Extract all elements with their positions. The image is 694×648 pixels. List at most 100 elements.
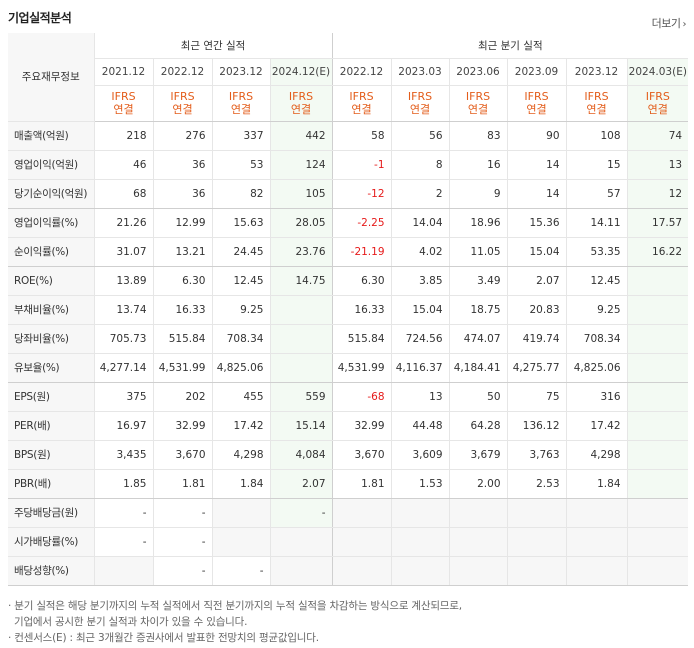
period-header: 2022.12 [152,58,212,86]
table-cell: 15.04 [506,237,567,267]
table-cell: 316 [565,382,628,412]
period-header: 2023.12 [211,58,270,86]
table-row: 유보율(%) 4,277.14 4,531.99 4,825.06 4,531.99 4,… [8,353,689,383]
table-cell [269,295,333,325]
table-cell [626,353,689,383]
table-cell: 442 [269,121,333,151]
row-label: 당기순이익(억원) [8,179,94,209]
table-cell: 18.75 [448,295,508,325]
table-cell: 13 [626,150,689,180]
table-cell: -68 [331,382,392,412]
row-label: 순이익률(%) [8,237,94,267]
consolidated-label: 연결 [647,103,668,116]
note-3: · 컨센서스(E) : 최근 3개월간 증권사에서 발표한 전망치의 평균값입니… [8,632,319,644]
table-cell: 4,184.41 [448,353,508,383]
more-label: 더보기 [651,17,681,30]
table-cell: 18.96 [448,208,508,238]
notes: · 분기 실적은 해당 분기까지의 누적 실적에서 직전 분기까지의 누적 실적… [8,598,462,646]
table-cell [565,556,628,586]
period-header: 2023.03 [390,58,450,86]
table-cell: 559 [269,382,333,412]
table-cell: 4,531.99 [152,353,212,383]
table-row: BPS(원) 3,435 3,670 4,298 4,084 3,670 3,609 3,67… [8,440,689,470]
table-cell: 28.05 [269,208,333,238]
consolidated-label: 연결 [351,103,372,116]
table-cell: 4,116.37 [390,353,450,383]
table-cell: 58 [331,121,392,151]
table-cell: 202 [152,382,212,412]
table-cell [506,498,567,528]
table-cell: 4,531.99 [331,353,392,383]
ifrs-consolidated-header: IFRS 연결 [331,85,392,122]
table-cell: 375 [93,382,153,412]
period-header: 2024.12(E) [269,58,333,86]
table-cell: -21.19 [331,237,392,267]
table-cell [331,556,392,586]
table-cell: 13.74 [93,295,153,325]
table-cell [269,324,333,354]
table-row: 시가배당률(%) - - [8,527,689,557]
table-cell: 4,084 [269,440,333,470]
table-cell: 9.25 [211,295,270,325]
consolidated-label: 연결 [290,103,312,116]
table-cell: 2.00 [448,469,508,499]
table-row: PER(배) 16.97 32.99 17.42 15.14 32.99 44.48 64.2… [8,411,689,441]
table-cell: 16 [448,150,508,180]
row-label: 유보율(%) [8,353,94,383]
table-cell: 17.42 [211,411,270,441]
ifrs-consolidated-header: IFRS 연결 [448,85,508,122]
table-cell: 124 [269,150,333,180]
period-header: 2023.09 [506,58,567,86]
table-cell: 36 [152,150,212,180]
table-cell: - [211,556,270,586]
financial-table: 주요재무정보 최근 연간 실적 최근 분기 실적 2021.12 2022.12 2… [8,33,689,586]
ifrs-consolidated-header: IFRS 연결 [390,85,450,122]
ifrs-label: IFRS [407,90,433,103]
table-cell: - [152,498,212,528]
table-cell: 3,763 [506,440,567,470]
consolidated-label: 연결 [409,103,431,116]
period-header: 2021.12 [93,58,153,86]
table-cell: 44.48 [390,411,450,441]
table-cell [626,411,689,441]
table-cell [269,556,333,586]
table-cell: 36 [152,179,212,209]
table-cell [626,382,689,412]
table-cell: 16.97 [93,411,153,441]
row-label: EPS(원) [8,382,94,412]
table-cell [269,527,333,557]
table-row: 매출액(억원) 218 276 337 442 58 56 83 90 108 74 [8,121,689,151]
group-annual: 최근 연간 실적 [93,33,333,59]
row-label: 영업이익(억원) [8,150,94,180]
ifrs-consolidated-header: IFRS 연결 [506,85,567,122]
table-cell [506,527,567,557]
table-cell: 474.07 [448,324,508,354]
table-cell: 419.74 [506,324,567,354]
table-cell [565,498,628,528]
ifrs-label: IFRS [524,90,549,103]
table-cell [390,556,450,586]
table-row: 배당성향(%) - - [8,556,689,586]
ifrs-label: IFRS [111,90,136,103]
table-cell: 276 [152,121,212,151]
table-cell: 3,679 [448,440,508,470]
ifrs-consolidated-header: IFRS 연결 [626,85,689,122]
table-cell: 31.07 [93,237,153,267]
table-cell: 20.83 [506,295,567,325]
table-cell [448,527,508,557]
table-cell: 3,670 [331,440,392,470]
consolidated-label: 연결 [467,103,489,116]
period-header: 2024.03(E) [626,58,689,86]
table-cell [626,556,689,586]
consolidated-label: 연결 [586,103,607,116]
table-cell [390,498,450,528]
table-cell: 1.84 [211,469,270,499]
table-cell: 23.76 [269,237,333,267]
table-cell: 3.49 [448,266,508,296]
table-cell [506,556,567,586]
table-cell: 136.12 [506,411,567,441]
table-cell: 16.22 [626,237,689,267]
table-cell: 17.57 [626,208,689,238]
ifrs-label: IFRS [645,90,670,103]
more-link[interactable]: 더보기 › [651,15,687,31]
